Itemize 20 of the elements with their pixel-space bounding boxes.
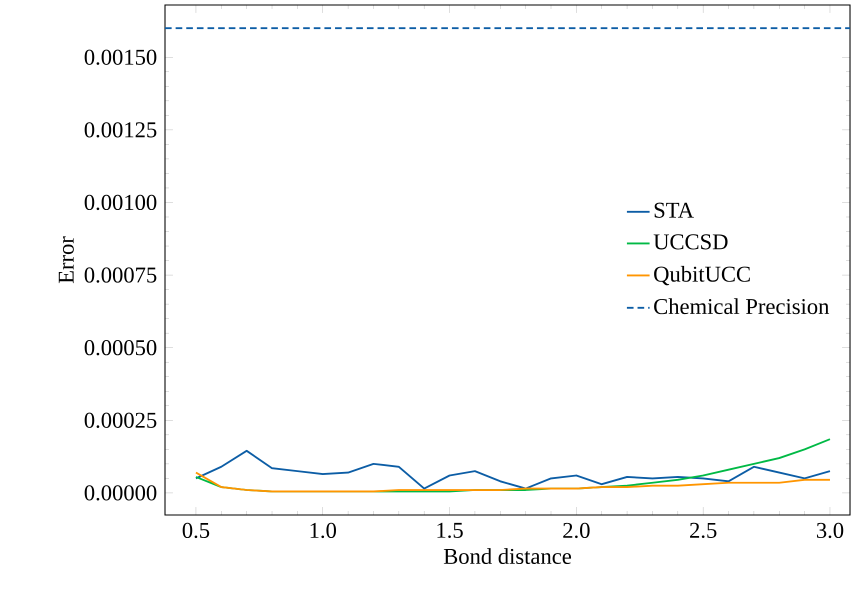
legend-label: QubitUCC [654, 266, 750, 286]
legend-label: Chemical Precision [654, 298, 830, 314]
x-tick-label: 2.5 [690, 522, 716, 538]
x-tick-label: 1.5 [437, 522, 463, 538]
y-tick-label: 0.00125 [84, 122, 156, 138]
x-tick-label: 3.0 [816, 522, 844, 538]
y-tick-label: 0.00050 [84, 340, 156, 356]
legend-label: STA [654, 202, 694, 218]
y-tick-label: 0.00000 [84, 485, 156, 501]
y-tick-label: 0.00150 [84, 50, 156, 65]
legend-label: UCCSD [654, 234, 728, 250]
line-series [195, 450, 831, 490]
y-tick-label: 0.00025 [84, 412, 156, 428]
y-axis-title: Error [58, 236, 74, 284]
x-tick-label: 1.0 [310, 522, 336, 538]
y-tick-label: 0.00075 [84, 267, 156, 283]
y-tick-label: 0.00100 [84, 194, 156, 210]
x-tick-label: 0.5 [182, 522, 210, 538]
x-tick-label: 2.0 [563, 522, 590, 538]
x-axis-title: Bond distance [444, 548, 572, 564]
